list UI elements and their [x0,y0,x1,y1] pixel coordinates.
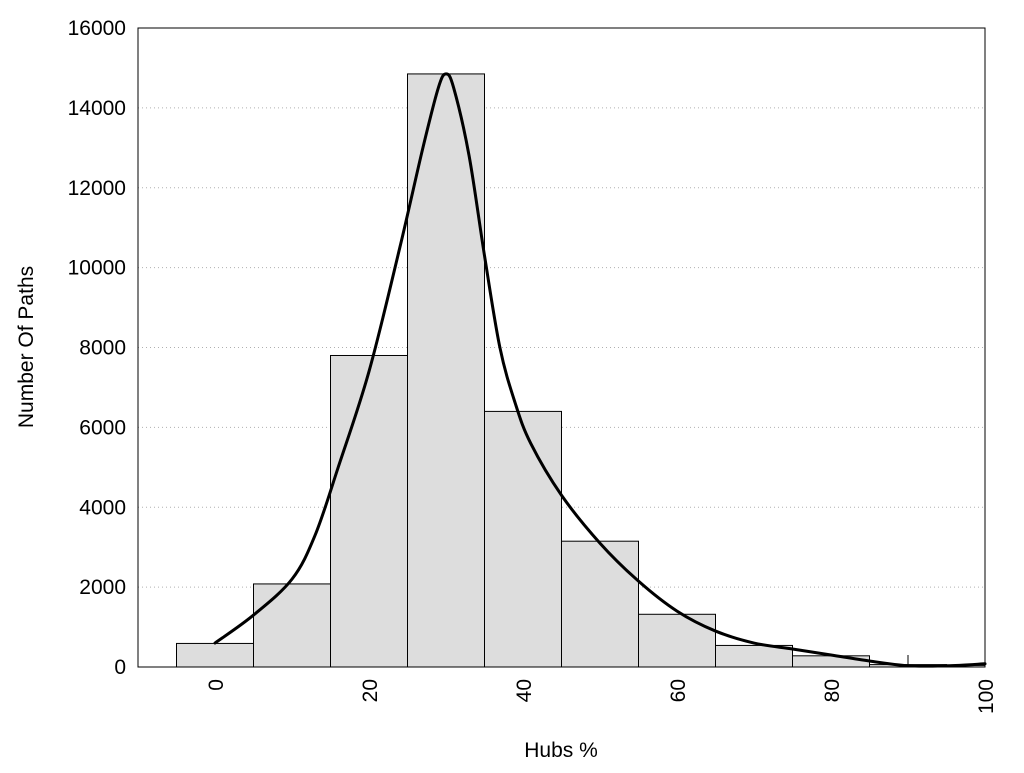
y-tick-label-3: 6000 [79,416,126,439]
y-tick-label-0: 0 [114,656,126,679]
histogram-bar-0 [176,642,254,668]
y-tick-label-4: 8000 [79,337,126,360]
histogram-bars [176,73,986,668]
y-axis-ticks: 0 2000 4000 6000 8000 10000 12000 14000 16000 [68,17,126,679]
y-tick-label-7: 14000 [68,97,126,120]
histogram-bar-2 [330,354,408,668]
x-tick-label-1: 20 [359,679,382,702]
x-tick-label-2: 40 [513,679,536,702]
x-tick-label-4: 80 [821,679,844,702]
x-tick-label-5: 100 [975,679,998,714]
y-tick-label-1: 2000 [79,576,126,599]
histogram-bar-4 [484,410,562,668]
x-axis-ticks: 0 20 40 60 80 100 [205,679,998,714]
x-tick-label-3: 60 [667,679,690,702]
y-tick-label-2: 4000 [79,496,126,519]
density-curve [213,72,987,668]
y-tick-label-8: 16000 [68,17,126,40]
y-tick-label-5: 10000 [68,257,126,280]
density-curve-line [213,72,987,668]
x-axis-title: Hubs % [524,739,598,762]
histogram-bar-5 [561,540,639,668]
y-axis-title: Number Of Paths [15,266,38,428]
y-tick-label-6: 12000 [68,177,126,200]
x-tick-label-0: 0 [205,679,228,691]
histogram-bar-8 [792,655,870,668]
histogram-bar-1 [253,583,331,668]
plot-frame [137,27,986,668]
histogram-bar-6 [638,613,716,668]
